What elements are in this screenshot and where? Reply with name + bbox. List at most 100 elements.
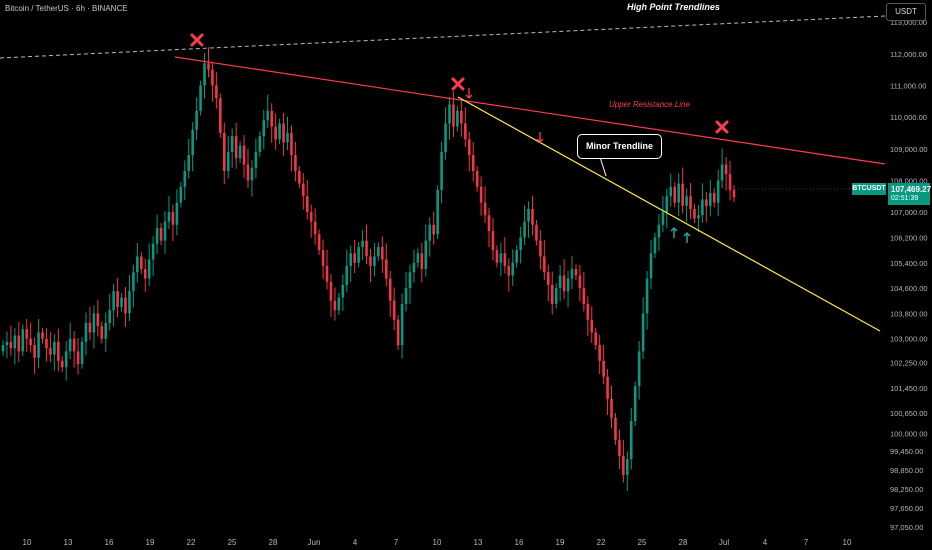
candle-body [373,256,376,266]
resistance-line-label: Upper Resistance Line [609,100,690,109]
candle-body [562,275,566,292]
candle-body [25,329,29,339]
candle-body [92,313,96,333]
candle-body [400,303,404,346]
minor-trendline-callout: Minor Trendline [577,134,662,159]
candle-body [64,351,68,368]
x-marker-icon [451,77,465,91]
candle-body [222,132,226,171]
candle-body [523,221,526,238]
last-price: 107,469.27 [891,185,932,194]
candle-body [199,85,202,111]
candle-body [167,212,171,222]
x-tick-label: 10 [843,538,852,547]
y-tick-label: 101,450.00 [890,384,928,393]
candle-body [720,164,724,181]
candle-body [238,145,242,159]
y-tick-label: 98,250.00 [890,485,923,494]
candle-body [258,136,262,152]
candle-body [724,164,728,175]
candle-body [511,262,515,276]
candle-body [685,196,688,206]
candle-body [412,262,416,273]
currency-button[interactable]: USDT [886,3,926,21]
candle-body [420,253,424,270]
candle-body [503,253,507,266]
candle-body [234,136,238,159]
candle-body [143,269,147,279]
candle-body [242,145,246,165]
candle-body [444,123,447,152]
candle-body [321,250,325,266]
candle-body [96,313,100,327]
candle-body [515,250,518,263]
candle-body [392,300,396,320]
candle-body [531,208,534,225]
candle-body [203,63,206,86]
x-tick-label: 25 [638,538,647,547]
y-tick-label: 97,650.00 [890,504,923,513]
candle-body [68,338,72,352]
candle-body [669,186,673,197]
candle-body [136,256,139,273]
candle-body [396,319,400,346]
candle-body [183,170,187,187]
candle-body [286,132,289,143]
candle-body [570,269,574,279]
candle-body [305,196,309,213]
candle-body [495,250,499,263]
candle-body [633,386,637,422]
candle-body [357,246,360,263]
y-tick-label: 103,800.00 [890,309,928,318]
y-tick-label: 110,000.00 [890,113,927,122]
candle-body [673,186,677,203]
candle-body [408,272,412,289]
candle-body [543,256,546,273]
symbol-header: Bitcoin / TetherUS · 6h · BINANCE [5,4,128,13]
candle-body [325,265,329,282]
candle-body [467,139,471,156]
candle-body [100,326,104,339]
candle-body [179,186,183,203]
minor-trendline [457,96,881,332]
candle-body [290,132,293,156]
candle-body [53,341,56,355]
candle-body [590,319,594,333]
candle-body [317,234,321,251]
candle-body [349,253,353,266]
candle-body [116,291,119,308]
candle-body [479,186,483,203]
candle-body [566,278,570,292]
candle-body [132,272,135,292]
candle-body [128,291,131,314]
x-tick-label: 28 [679,538,688,547]
candle-body [622,455,625,475]
x-tick-label: 13 [64,538,73,547]
candle-body [661,212,665,225]
candle-body [120,297,123,308]
overlay-group [0,15,886,332]
y-tick-label: 100,650.00 [890,409,928,418]
x-tick-label: 7 [394,538,399,547]
candle-body [614,417,617,441]
candle-body [558,275,562,289]
candle-body [440,151,443,190]
up-arrow-icon [670,226,678,238]
candle-body [37,332,40,358]
candle-body [436,189,439,235]
candle-body [483,202,487,216]
candle-body [41,332,44,339]
candle-body [606,376,609,399]
candle-body [17,335,21,352]
down-arrow-icon [536,132,544,143]
candle-body [728,174,732,190]
y-tick-label: 113,000.00 [890,18,927,27]
candle-body [491,231,495,251]
candle-body [191,129,194,156]
candle-body [705,199,708,206]
candle-body [546,272,550,285]
candle-body [13,335,17,349]
candle-body [333,300,337,311]
candle-body [653,237,657,254]
